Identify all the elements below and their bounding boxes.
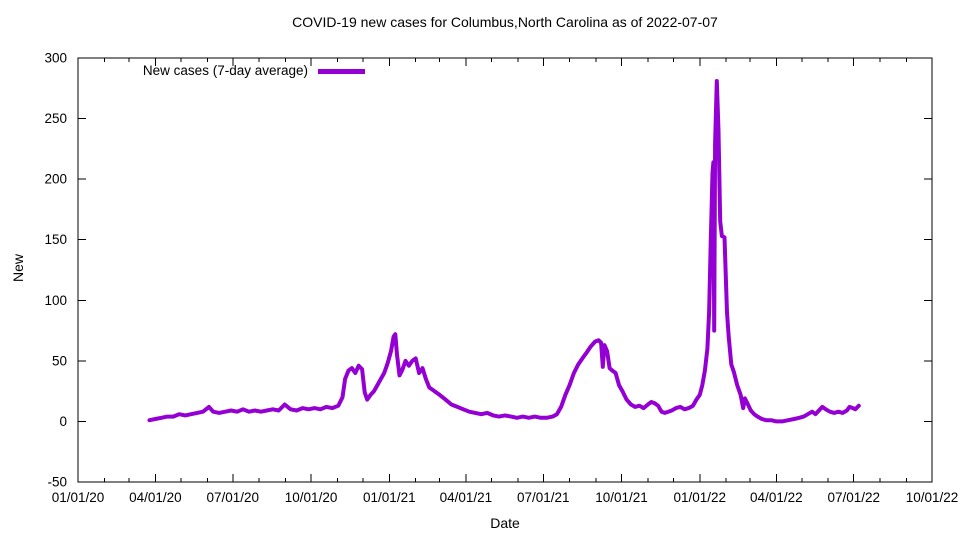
x-tick-label: 07/01/20 [207, 490, 260, 505]
x-tick-label: 04/01/22 [750, 490, 803, 505]
y-tick-label: 250 [44, 111, 67, 126]
legend: New cases (7-day average) [0, 63, 308, 78]
x-tick-label: 10/01/20 [285, 490, 338, 505]
x-tick-label: 04/01/20 [129, 490, 182, 505]
x-tick-label: 04/01/21 [440, 490, 493, 505]
x-tick-label: 10/01/22 [906, 490, 959, 505]
plot-border [77, 57, 933, 483]
x-tick-label: 07/01/22 [827, 490, 880, 505]
y-tick-label: -50 [47, 475, 67, 490]
legend-label: New cases (7-day average) [142, 63, 308, 78]
x-tick-label: 01/01/20 [52, 490, 105, 505]
x-axis-label: Date [490, 515, 520, 531]
x-tick-label: 07/01/21 [517, 490, 570, 505]
x-tick-label: 10/01/21 [595, 490, 648, 505]
x-tick-label: 01/01/22 [674, 490, 727, 505]
y-tick-label: 200 [44, 172, 67, 187]
y-tick-label: 0 [59, 414, 67, 429]
x-tick-label: 01/01/21 [363, 490, 416, 505]
y-tick-label: 300 [44, 51, 67, 66]
y-tick-label: 50 [52, 353, 67, 368]
y-tick-label: 150 [44, 232, 67, 247]
chart-title: COVID-19 new cases for Columbus,North Ca… [292, 14, 718, 30]
legend-line-sample [318, 69, 365, 74]
y-tick-label: 100 [44, 293, 67, 308]
y-axis-label: New [10, 254, 26, 283]
series-line [147, 79, 861, 424]
